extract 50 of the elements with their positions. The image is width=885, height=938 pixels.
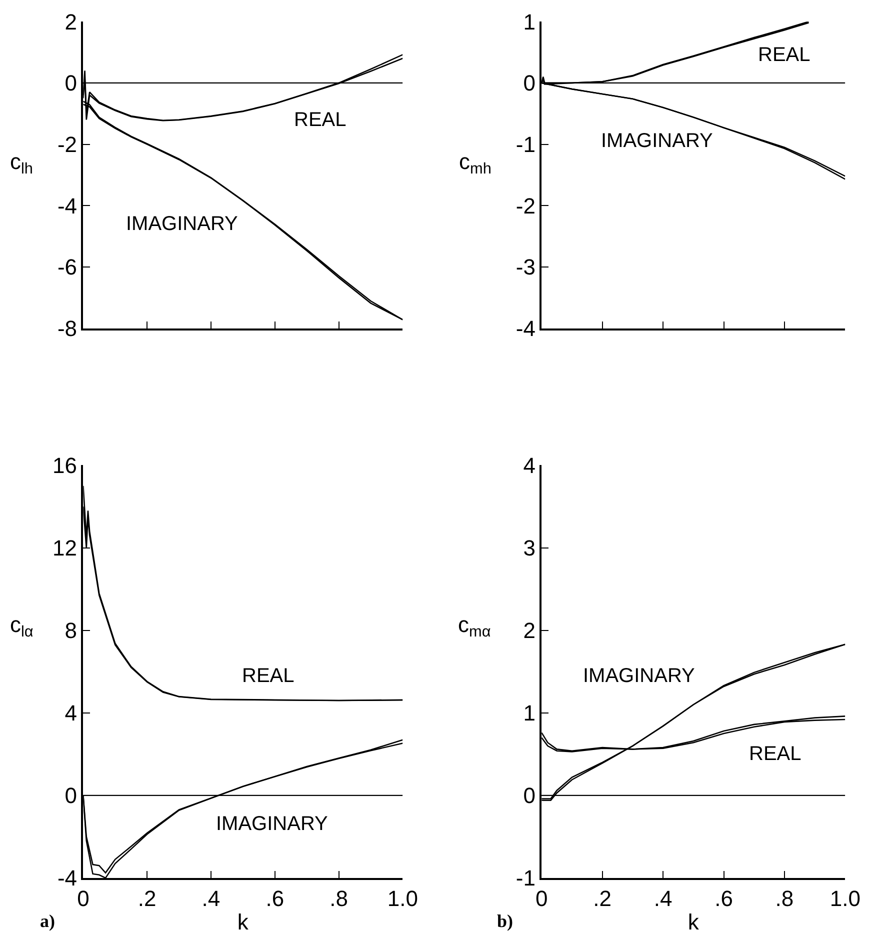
y-tick-label: -4 [57,866,78,891]
y-tick-label: 0 [64,70,78,96]
y-tick-label: -4 [57,193,78,218]
x-tick-label: .6 [266,886,284,912]
y-tick-label: -4 [516,316,536,342]
y-tick-label: 0 [523,70,536,96]
y-axis-title: c$_{mα}$ [458,612,491,641]
y-tick-label: -2 [57,132,78,157]
y-tick-label: -6 [57,254,78,280]
x-tick-label: 1.0 [387,886,418,912]
y-tick-label: 12 [52,535,78,560]
y-tick-label: 2 [64,9,78,34]
x-tick-label: .8 [330,886,348,912]
text: b) [497,911,514,931]
y-tick-label: -3 [516,254,536,280]
series-label: REAL [758,44,810,66]
x-tick-label: .4 [202,886,220,912]
series-label: IMAGINARY [601,130,713,152]
y-tick-label: 3 [523,535,536,560]
x-tick-label: .8 [775,886,794,912]
y-tick-label: -1 [516,866,536,891]
y-tick-label: 4 [64,700,78,726]
y-axis-title: c$_{mh}$ [459,149,492,178]
y-tick-label: 0 [523,783,536,808]
y-axis-title: c$_{lh}$ [10,149,33,178]
y-tick-label: 4 [523,452,536,478]
series-label: REAL [749,743,802,765]
x-tick-label: .6 [714,886,733,912]
y-tick-label: -8 [57,316,78,342]
series-label: IMAGINARY [126,213,238,235]
series-label: IMAGINARY [216,813,328,835]
x-axis-title: k [237,910,250,935]
x-tick-label: 1.0 [830,886,860,912]
x-tick-label: .4 [654,886,672,912]
x-axis-title: k [688,910,700,935]
y-tick-label: 0 [64,783,78,808]
y-tick-label: 8 [64,618,78,644]
series-label: REAL [294,109,346,131]
series-label: REAL [242,665,294,687]
y-tick-label: 2 [523,618,536,644]
x-tick-label: .2 [593,886,612,912]
x-tick-label: .2 [138,886,156,912]
y-tick-label: 1 [523,9,536,34]
y-tick-label: -1 [516,132,536,157]
series-label: IMAGINARY [583,665,695,687]
y-axis-title: c$_{lα}$ [10,612,34,641]
y-tick-label: 1 [523,700,536,726]
y-tick-label: -2 [516,193,536,218]
y-tick-label: 16 [52,452,78,478]
text: a) [40,911,55,931]
